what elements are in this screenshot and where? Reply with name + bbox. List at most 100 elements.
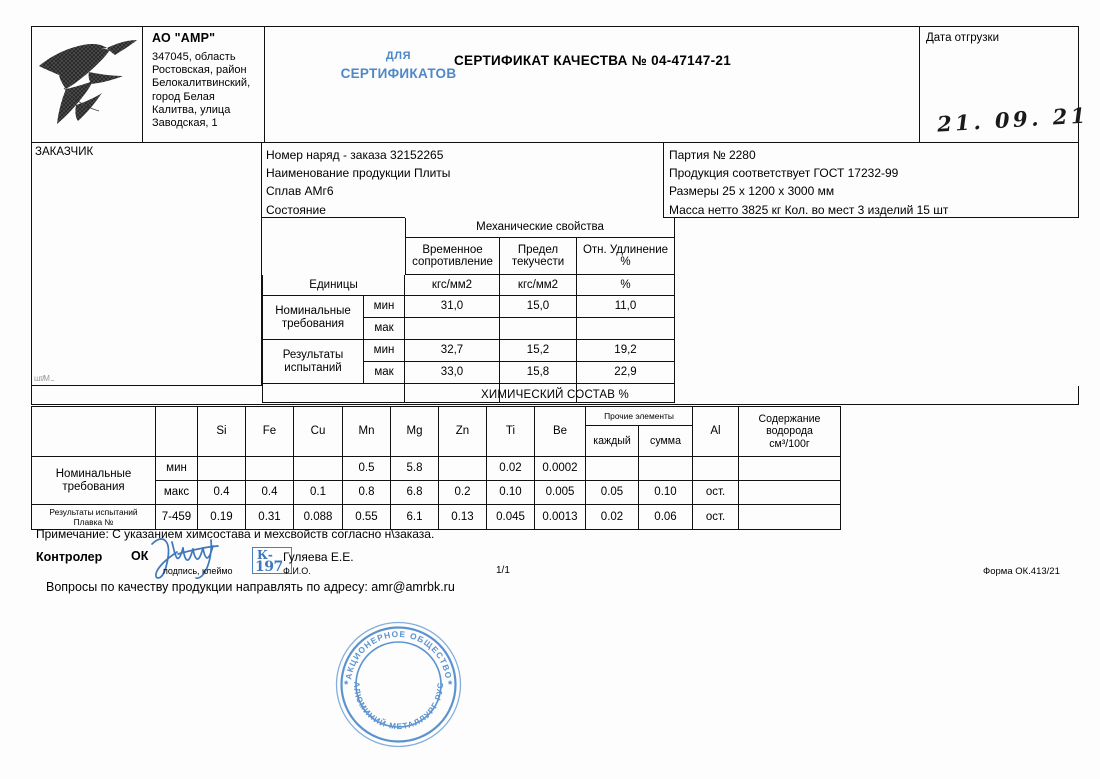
chem-value: 0.0013 [535,505,586,530]
mech-value: 33,0 [405,362,500,384]
fio-caption: Ф.И.О. [283,566,311,576]
mech-empty-cell [405,384,500,403]
mech-units-label: Единицы [262,275,405,296]
chem-value: 0.13 [439,505,487,530]
header-line: Предел [517,243,559,256]
chem-header-cu: Cu [294,406,343,457]
mech-unit-value: кгс/мм2 [500,275,577,296]
group-line: испытаний [284,361,342,374]
chem-value: 0.088 [294,505,343,530]
chem-header-zn: Zn [439,406,487,457]
chem-value: 5.8 [391,457,439,481]
shipping-date-cell: Дата отгрузки 21. 09. 21 [920,26,1090,143]
page-number: 1/1 [496,565,510,576]
chem-header-al: Al [693,406,739,457]
group-line: Номинальные [275,305,351,317]
header-line: Временное [422,243,483,256]
order-line: Наименование продукции Плиты [266,166,451,181]
document-title: СЕРТИФИКАТ КАЧЕСТВА № 04-47147-21 [453,53,732,68]
mech-value: 31,0 [405,296,500,318]
logo-cell [31,26,143,143]
chem-header-mg: Mg [391,406,439,457]
batch-line: Партия № 2280 [669,148,756,162]
company-info-cell: АО "АМР" 347045, область Ростовская, рай… [143,26,265,143]
mech-empty-cell [500,384,577,403]
mech-value: 11,0 [577,296,675,318]
inspector-name: Гуляева Е.Е. [283,550,354,564]
chem-value [439,457,487,481]
mech-value [577,318,675,340]
mech-col-header-yield: Предел текучести [500,238,577,275]
chem-value-other-sum: 0.06 [639,505,693,530]
order-info: Номер наряд - заказа 32152265 Наименован… [266,146,450,219]
company-address: 347045, область Ростовская, район Белока… [152,51,260,130]
chem-value: 0.045 [487,505,535,530]
mech-value: 22,9 [577,362,675,384]
address-line: Белокалитвинский, [152,77,251,90]
chem-value: 0.005 [535,481,586,505]
header-line: Отн. Удлинение [582,243,669,256]
form-code: Форма ОК.413/21 [983,566,1060,577]
chem-value: 0.5 [343,457,391,481]
header-line: текучести [511,256,565,268]
chem-header-other-each: каждый [586,426,639,457]
chem-value-hydrogen [739,481,841,505]
handwritten-signature [151,538,219,580]
stamp-star-left: * [344,679,349,691]
chemical-section-title: ХИМИЧЕСКИЙ СОСТАВ % [481,389,629,401]
chemical-title-bar [31,386,1079,405]
header-line: водорода [766,425,813,438]
chem-heat-number: 7-459 [156,505,198,530]
round-company-stamp: АКЦИОНЕРНОЕ ОБЩЕСТВО АЛЮМИНИЙ МЕТАЛЛУРГ … [335,621,462,748]
chem-value: 0.55 [343,505,391,530]
stamp-center-line1: ДЛЯ [385,50,412,62]
mech-minmax-label: мак [364,362,405,384]
inspector-stamp-line1: К- [257,548,273,562]
batch-line: Продукция соответствует ГОСТ 17232-99 [669,166,899,181]
header-frame [31,26,1079,143]
chem-value: 0.8 [343,481,391,505]
mech-empty-cell [577,384,675,403]
chem-value: 6.1 [391,505,439,530]
order-line: Номер наряд - заказа 32152265 [266,148,444,162]
ok-department-label: ОК [131,549,149,563]
chem-value-al: ост. [693,505,739,530]
chem-value: 0.10 [487,481,535,505]
chem-header-ti: Ti [487,406,535,457]
mech-value [500,318,577,340]
note-line: Примечание: С указанием химсостава и мех… [36,527,435,541]
chem-value-other-sum: 0.10 [639,481,693,505]
stamp-center-line2: СЕРТИФИКАТОВ [340,66,457,81]
chem-value: 0.1 [294,481,343,505]
chem-value-other-each: 0.02 [586,505,639,530]
scan-artifact: шт/М ... [34,374,55,383]
mechanical-section-title: Механические свойства [405,218,675,238]
swallow-bird-logo-icon [39,40,137,124]
group-line: Плавка № [73,517,114,527]
mech-col-header-tensile: Временное сопротивление [405,238,500,275]
mech-value [405,318,500,340]
group-line: Номинальные [55,468,132,480]
group-line: Результаты испытаний [49,507,138,517]
chem-value-other-each [586,457,639,481]
mech-minmax-label: мин [364,296,405,318]
chem-header-other-group: Прочие элементы [586,406,693,426]
chem-header-other-sum: сумма [639,426,693,457]
chem-value: 0.2 [439,481,487,505]
mech-empty-cell [262,384,405,403]
mech-value: 15,8 [500,362,577,384]
batch-cell [663,143,1079,218]
chem-header-be: Be [535,406,586,457]
chem-value [294,457,343,481]
inspector-stamp: К- 197 [252,547,292,574]
chem-header-fe: Fe [246,406,294,457]
chem-value-hydrogen [739,457,841,481]
chem-value-other-sum [639,457,693,481]
chem-value [198,457,246,481]
chem-value: 0.4 [246,481,294,505]
order-line: Сплав АМг6 [266,184,334,199]
address-line: 347045, область [152,51,236,63]
signature-caption: подпись, клеймо [163,566,233,576]
chem-value: 0.19 [198,505,246,530]
